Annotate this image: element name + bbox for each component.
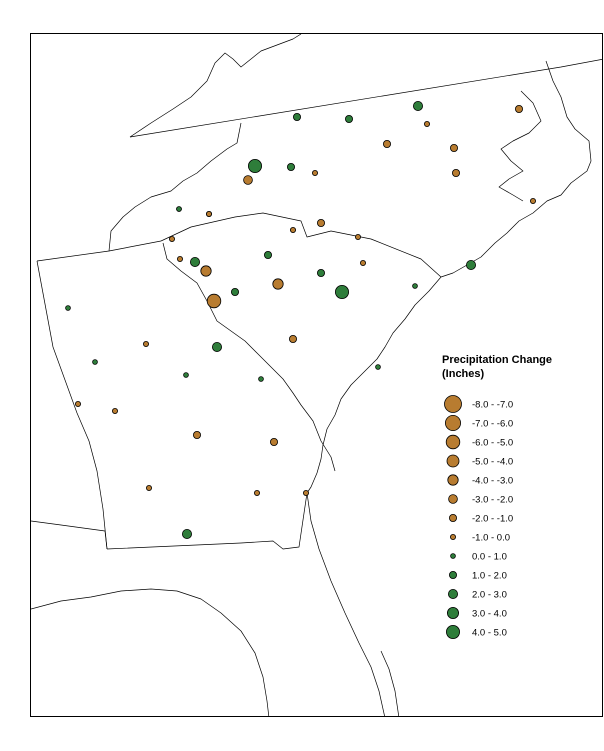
legend-label: -8.0 - -7.0 (472, 400, 513, 411)
legend-symbol (445, 625, 460, 640)
legend-label: -3.0 - -2.0 (472, 495, 513, 506)
legend-label: 2.0 - 3.0 (472, 590, 507, 601)
legend-label: 4.0 - 5.0 (472, 628, 507, 639)
station-marker (289, 226, 296, 233)
station-marker (382, 139, 391, 148)
map-frame: Precipitation Change (Inches) -8.0 - -7.… (30, 33, 603, 717)
ga-fl-border (106, 492, 308, 550)
legend-label: 1.0 - 2.0 (472, 571, 507, 582)
legend-title: Precipitation Change (442, 354, 552, 366)
nc-sc-border (160, 212, 442, 278)
al-fl-border (31, 520, 108, 550)
station-marker (192, 430, 201, 439)
legend-symbol (445, 434, 461, 450)
station-marker (211, 341, 222, 352)
legend-label: -2.0 - -1.0 (472, 514, 513, 525)
sc-ga-coastline (306, 276, 442, 494)
station-marker (465, 259, 476, 270)
fl-west-coastline (31, 588, 270, 716)
station-marker (354, 233, 361, 240)
station-marker (292, 113, 301, 122)
station-marker (258, 376, 264, 382)
legend-label: -6.0 - -5.0 (472, 438, 513, 449)
station-marker (183, 372, 189, 378)
station-marker (423, 121, 430, 128)
nc-sounds (498, 90, 542, 202)
station-marker (75, 400, 82, 407)
station-layer (65, 101, 537, 540)
legend-items: -8.0 - -7.0 -7.0 - -6.0 -6.0 - -5.0 -5.0 - … (444, 395, 513, 640)
station-marker (449, 143, 458, 152)
station-marker (286, 162, 295, 171)
legend-label: -1.0 - 0.0 (472, 533, 510, 544)
sc-ga-border (162, 242, 336, 472)
station-marker (253, 489, 260, 496)
station-marker (168, 235, 175, 242)
station-marker (316, 268, 325, 277)
station-marker (302, 489, 309, 496)
legend-label: -5.0 - -4.0 (472, 457, 513, 468)
legend-symbol (444, 414, 461, 431)
station-marker (515, 105, 524, 114)
legend-symbol (450, 553, 456, 559)
station-marker (243, 175, 253, 185)
station-marker (230, 287, 239, 296)
station-marker (334, 284, 349, 299)
station-marker (269, 437, 278, 446)
station-marker (316, 218, 325, 227)
legend-symbol (447, 589, 458, 600)
station-marker (92, 359, 98, 365)
nc-coastline (440, 60, 592, 278)
nc-ga-border (108, 240, 162, 252)
station-marker (451, 168, 460, 177)
station-marker (176, 255, 183, 262)
station-marker (311, 169, 318, 176)
station-marker (205, 210, 212, 217)
station-marker (181, 529, 192, 540)
station-marker (344, 115, 353, 124)
station-marker (112, 407, 119, 414)
ga-al-border (36, 260, 108, 550)
fl-east-coastline (306, 492, 385, 716)
legend-label: 0.0 - 1.0 (472, 552, 507, 563)
station-marker (412, 101, 423, 112)
va-nc-border (129, 59, 602, 138)
legend-label: -7.0 - -6.0 (472, 419, 513, 430)
station-marker (272, 278, 284, 290)
legend-label: 3.0 - 4.0 (472, 609, 507, 620)
legend-symbol (449, 534, 456, 541)
legend-label: -4.0 - -3.0 (472, 476, 513, 487)
station-marker (263, 250, 272, 259)
virginia-west-outline (129, 34, 302, 138)
legend-symbol (446, 454, 460, 468)
station-marker (65, 305, 71, 311)
state-boundaries (31, 34, 602, 716)
legend-symbol (448, 494, 458, 504)
tn-nc-border (36, 122, 242, 262)
legend: Precipitation Change (Inches) -8.0 - -7.… (442, 354, 552, 640)
station-marker (288, 334, 297, 343)
station-marker (206, 293, 222, 309)
legend-symbol (448, 514, 457, 523)
legend-symbol (447, 474, 459, 486)
legend-symbol (444, 395, 462, 413)
legend-subtitle: (Inches) (442, 368, 485, 380)
legend-symbol (446, 607, 459, 620)
station-marker (412, 283, 418, 289)
station-marker (142, 340, 149, 347)
station-marker (247, 158, 262, 173)
precipitation-map: Precipitation Change (Inches) -8.0 - -7.… (31, 34, 602, 716)
station-marker (145, 484, 152, 491)
station-marker (530, 197, 537, 204)
fl-inland (380, 650, 400, 716)
station-marker (176, 206, 182, 212)
station-marker (200, 265, 212, 277)
legend-symbol (448, 571, 457, 580)
station-marker (189, 256, 200, 267)
station-marker (375, 364, 381, 370)
station-marker (359, 259, 366, 266)
